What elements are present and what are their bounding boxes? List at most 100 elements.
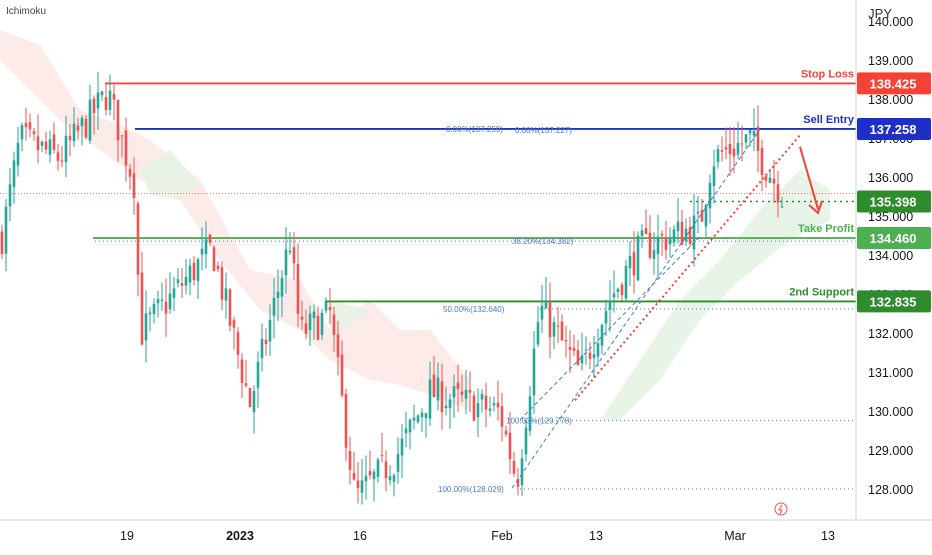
candle-body-184 [736, 142, 740, 155]
candle-body-142 [568, 346, 572, 351]
x-tick-6: 13 [821, 529, 835, 543]
price-tag-bg-0 [857, 72, 931, 95]
price-tag-4: 132.835 [870, 294, 917, 309]
candle-body-33 [132, 173, 136, 199]
indicator-name[interactable]: Ichimoku [6, 6, 47, 17]
candle-body-109 [436, 377, 440, 401]
candle-body-130 [520, 458, 524, 486]
candle-body-15 [60, 160, 64, 162]
candle-body-28 [112, 93, 116, 100]
candle-body-171 [684, 228, 688, 242]
candle-body-191 [764, 176, 768, 181]
candle-body-154 [616, 288, 620, 292]
candle-body-123 [492, 403, 496, 406]
candle-body-149 [596, 343, 600, 357]
candle-body-62 [248, 387, 252, 408]
candle-body-179 [716, 149, 720, 163]
level-name-1: Sell Entry [803, 114, 855, 126]
candle-body-48 [192, 263, 196, 281]
y-tick-5: 135.000 [868, 210, 913, 224]
candle-body-157 [628, 255, 632, 269]
candle-body-46 [184, 277, 188, 286]
ichimoku-cloud-bearish [0, 30, 470, 410]
candle-body-103 [412, 417, 416, 421]
candle-body-160 [640, 230, 644, 236]
candle-body-158 [632, 252, 636, 276]
candle-body-156 [624, 266, 628, 299]
candle-body-129 [516, 478, 520, 487]
candle-body-6 [24, 122, 28, 128]
candle-body-77 [308, 313, 312, 331]
candle-body-115 [460, 391, 464, 395]
candle-body-17 [68, 135, 72, 140]
candle-body-189 [756, 126, 760, 151]
candle-body-97 [388, 476, 392, 481]
candle-body-3 [12, 160, 16, 188]
candle-body-54 [216, 265, 220, 270]
candle-body-190 [760, 148, 764, 176]
price-tag-2: 135.398 [870, 194, 917, 209]
lightning-icon [778, 504, 783, 515]
y-tick-6: 134.000 [868, 249, 913, 263]
candle-body-120 [480, 394, 484, 400]
y-tick-11: 129.000 [868, 444, 913, 458]
candle-body-16 [64, 135, 68, 163]
candle-body-173 [692, 215, 696, 250]
candle-body-174 [696, 211, 700, 214]
candle-body-102 [408, 419, 412, 433]
candle-body-11 [44, 141, 48, 150]
candle-body-8 [32, 131, 36, 134]
candle-body-183 [732, 148, 736, 157]
candle-body-68 [272, 297, 276, 316]
y-tick-1: 139.000 [868, 54, 913, 68]
candle-body-84 [336, 334, 340, 358]
candle-body-195 [780, 206, 784, 208]
candle-body-187 [748, 129, 752, 134]
candle-body-127 [508, 432, 512, 460]
candle-body-176 [704, 204, 708, 227]
candle-body-167 [668, 237, 672, 245]
candle-body-72 [288, 250, 292, 253]
candle-body-56 [224, 288, 228, 301]
y-tick-2: 138.000 [868, 93, 913, 107]
candle-body-136 [544, 300, 548, 309]
events-icon [774, 502, 788, 516]
candle-body-53 [212, 247, 216, 272]
candle-body-122 [488, 408, 492, 411]
candle-body-65 [260, 338, 264, 359]
level-name-4: 2nd Support [789, 286, 854, 298]
candle-body-153 [612, 293, 616, 298]
candle-body-7 [28, 122, 32, 130]
candle-body-119 [476, 403, 480, 418]
candle-body-9 [36, 136, 40, 151]
candle-body-147 [588, 352, 592, 359]
candle-body-126 [504, 430, 508, 435]
candle-body-139 [556, 325, 560, 327]
candle-body-32 [128, 168, 132, 177]
candle-body-99 [396, 454, 400, 472]
candle-body-166 [664, 237, 668, 251]
candle-body-14 [56, 152, 60, 161]
candle-body-111 [444, 405, 448, 409]
candle-body-98 [392, 475, 396, 482]
price-tag-0: 138.425 [870, 76, 917, 91]
candle-body-106 [424, 413, 428, 419]
candle-body-177 [708, 182, 712, 209]
candle-body-117 [468, 390, 472, 393]
ichimoku-cloud-bullish [140, 150, 830, 420]
candle-body-159 [636, 235, 640, 281]
candle-body-194 [776, 184, 780, 203]
candle-body-170 [680, 221, 684, 245]
candle-body-192 [768, 177, 772, 183]
y-tick-4: 136.000 [868, 171, 913, 185]
sell-arrow-shaft [799, 146, 819, 210]
candle-body-151 [604, 311, 608, 324]
candle-body-82 [328, 307, 332, 311]
y-tick-9: 131.000 [868, 366, 913, 380]
candle-body-79 [316, 315, 320, 340]
fib-label-5: 100.00%(128.029) [438, 485, 504, 494]
candle-body-92 [368, 470, 372, 476]
candle-body-38 [152, 303, 156, 314]
candle-body-182 [728, 143, 732, 155]
candle-body-21 [84, 118, 88, 138]
